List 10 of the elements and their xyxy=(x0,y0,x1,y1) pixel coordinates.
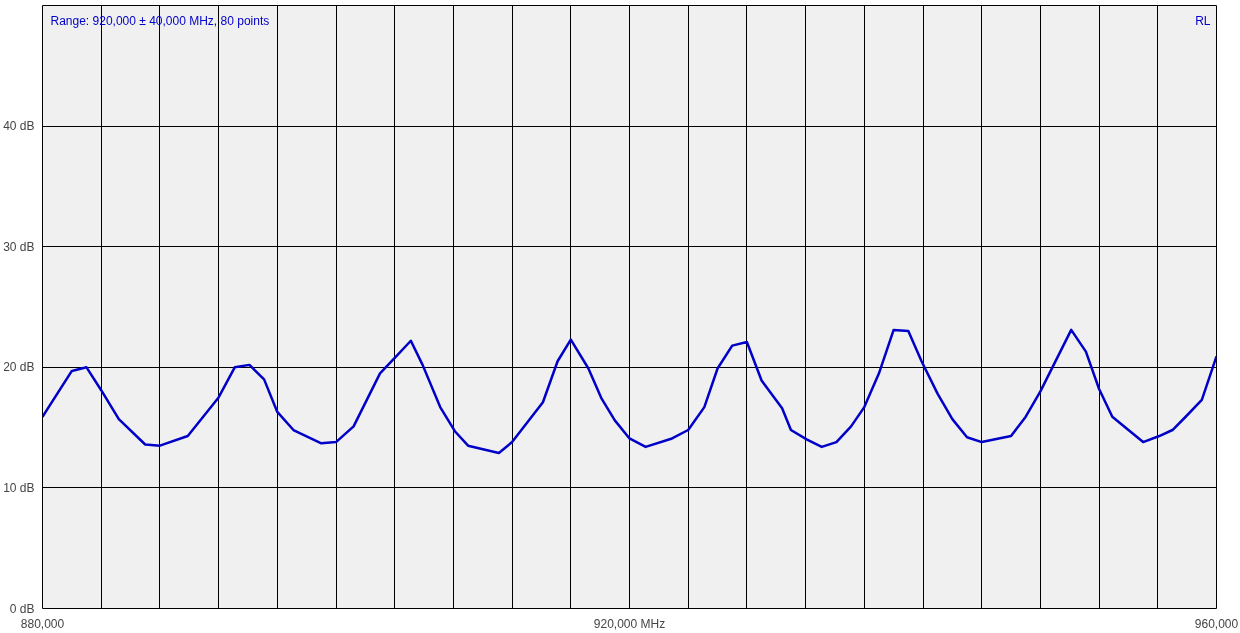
x-tick-label: 960,000 xyxy=(1194,616,1239,631)
line-series xyxy=(42,328,1217,455)
y-tick-label: 20 dB xyxy=(3,360,35,375)
y-tick-label: 30 dB xyxy=(3,239,35,254)
text: RL xyxy=(1195,13,1211,28)
x-tick-label: 920,000 MHz xyxy=(593,616,666,631)
y-tick-label: 0 dB xyxy=(9,601,35,616)
y-tick-label: 40 dB xyxy=(3,119,35,134)
x-tick-label: 880,000 xyxy=(20,616,65,631)
y-tick-label: 10 dB xyxy=(3,480,35,495)
